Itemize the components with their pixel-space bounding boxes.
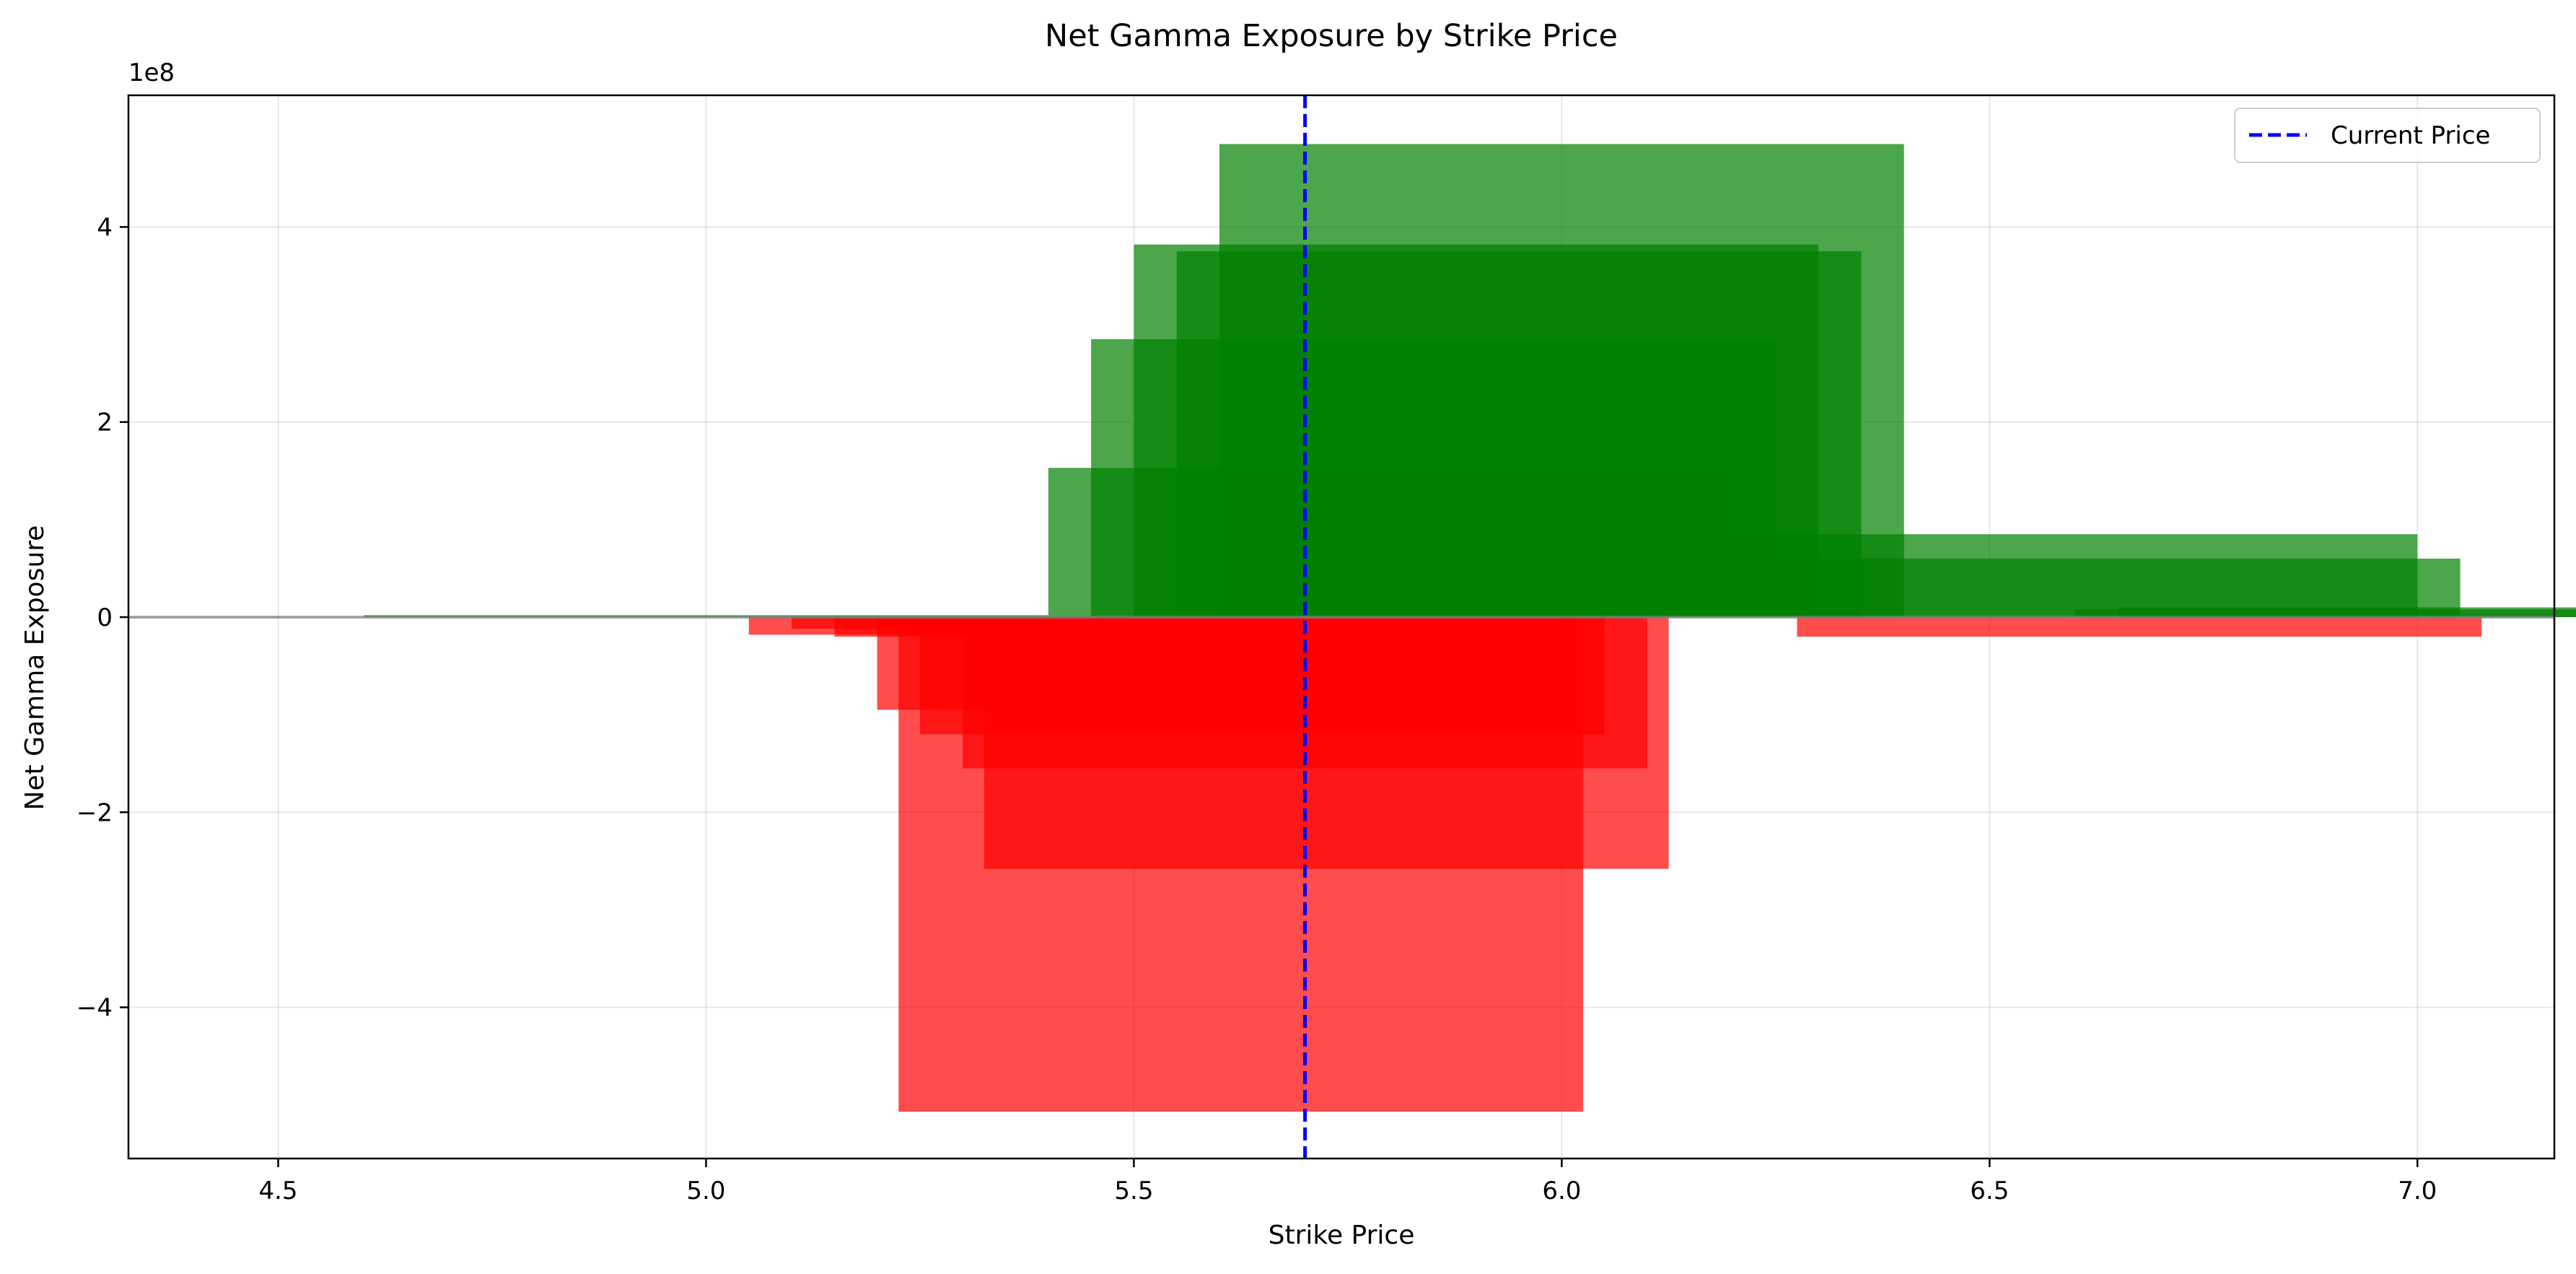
positive-gamma-bar — [2118, 607, 2576, 617]
x-axis-ticks: 4.5 5.0 5.5 6.0 6.5 7.0 — [258, 1159, 2437, 1205]
negative-gamma-bar — [1797, 616, 2482, 637]
legend-current-price-label: Current Price — [2331, 121, 2490, 150]
y-axis-label: Net Gamma Exposure — [20, 525, 50, 811]
negative-gamma-bar — [983, 616, 1669, 869]
y-offset-label: 1e8 — [128, 58, 175, 87]
plot-frame — [127, 94, 2556, 1160]
chart-title: Net Gamma Exposure by Strike Price — [1045, 18, 1618, 54]
x-axis-label: Strike Price — [1269, 1221, 1415, 1250]
x-tick-label: 5.5 — [1114, 1177, 1153, 1205]
y-tick-label: −4 — [76, 994, 113, 1023]
x-tick-label: 6.0 — [1542, 1177, 1581, 1205]
x-tick-label: 6.5 — [1970, 1177, 2009, 1205]
y-tick-label: −2 — [76, 798, 113, 827]
x-tick-label: 5.0 — [686, 1177, 725, 1205]
y-tick-label: 0 — [97, 603, 113, 632]
y-tick-label: 4 — [97, 213, 113, 242]
legend: Current Price — [2234, 108, 2541, 163]
legend-box — [2234, 108, 2541, 163]
bars-group — [364, 144, 2576, 1112]
y-axis-ticks: −4 −2 0 2 4 — [76, 213, 128, 1023]
x-tick-label: 4.5 — [258, 1177, 297, 1205]
x-tick-label: 7.0 — [2398, 1177, 2437, 1205]
y-tick-label: 2 — [97, 409, 113, 437]
